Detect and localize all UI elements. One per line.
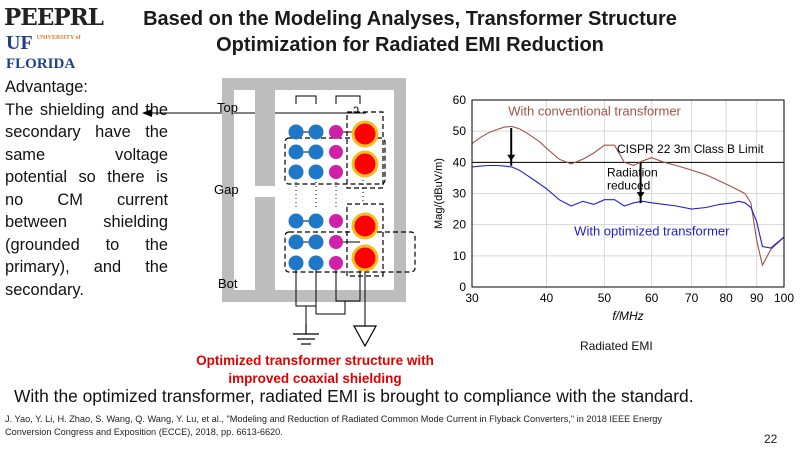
diagram-caption-line2: improved coaxial shielding bbox=[228, 371, 402, 386]
peeprl-logo: PEEPRL bbox=[4, 4, 104, 31]
core-gap bbox=[255, 186, 275, 197]
x-tick-90: 90 bbox=[750, 291, 764, 305]
x-tick-30: 30 bbox=[465, 291, 479, 305]
arrow-right-head bbox=[636, 192, 645, 199]
annotation-reduced-line2: reduced bbox=[607, 178, 650, 192]
chart-series bbox=[471, 125, 785, 267]
slide-title: Based on the Modeling Analyses, Transfor… bbox=[110, 6, 710, 58]
uf-logo-university: UNIVERSITY of bbox=[36, 35, 81, 41]
chart-xlabel: f/MHz bbox=[612, 309, 643, 323]
x-tick-40: 40 bbox=[540, 291, 554, 305]
winding-dots bbox=[295, 174, 364, 208]
chart-caption: Radiated EMI bbox=[580, 339, 653, 353]
chart-tick-labels: 30 40 50 60 70 80 90 100 0 10 20 30 40 50 60 bbox=[453, 93, 795, 305]
y-tick-10: 10 bbox=[453, 249, 467, 263]
label-top: Top bbox=[217, 100, 238, 115]
ground-symbol bbox=[293, 324, 319, 345]
uf-logo-mark: UF bbox=[6, 32, 33, 54]
slide-title-line2: Optimization for Radiated EMI Reduction bbox=[216, 34, 604, 56]
shield-conductors bbox=[329, 125, 343, 270]
uf-logo: UF UNIVERSITY of FLORIDA bbox=[6, 32, 81, 73]
advantage-heading: Advantage: bbox=[5, 78, 88, 96]
diagram-caption-line1: Optimized transformer structure with bbox=[196, 353, 434, 368]
uf-logo-florida: FLORIDA bbox=[6, 56, 76, 72]
chart-ylabel: Mag/(dBuV/m) bbox=[433, 158, 445, 229]
secondary-conductors bbox=[351, 120, 379, 272]
reference-citation: J. Yao, Y. Li, H. Zhao, S. Wang, Q. Wang… bbox=[5, 413, 765, 439]
advantage-body: The shielding and the secondary have the… bbox=[5, 100, 168, 299]
secondary-ground-symbol bbox=[352, 325, 378, 348]
label-gap: Gap bbox=[214, 182, 239, 197]
emi-chart: 30 40 50 60 70 80 90 100 0 10 20 30 40 50 60 Mag/(dBuV… bbox=[433, 93, 795, 323]
reference-line2: Conversion Congress and Exposition (ECCE… bbox=[5, 427, 283, 437]
reduction-arrows bbox=[507, 128, 645, 204]
annotation-reduced-line1: Radiation bbox=[607, 165, 658, 179]
primary-conductors bbox=[288, 124, 324, 271]
conclusion-text: With the optimized transformer, radiated… bbox=[14, 386, 694, 406]
page-number: 22 bbox=[764, 432, 778, 446]
x-tick-80: 80 bbox=[719, 291, 733, 305]
y-tick-60: 60 bbox=[453, 93, 467, 107]
shield-mark: ↄ bbox=[353, 102, 359, 116]
chart-frame bbox=[471, 99, 785, 288]
pointer-arrow-head bbox=[142, 109, 152, 117]
y-tick-20: 20 bbox=[453, 218, 467, 232]
slide-title-line1: Based on the Modeling Analyses, Transfor… bbox=[143, 8, 677, 30]
diagram-caption: Optimized transformer structure with imp… bbox=[180, 352, 450, 388]
annotation-optimized: With optimized transformer bbox=[574, 224, 730, 239]
x-tick-100: 100 bbox=[774, 291, 794, 305]
y-tick-30: 30 bbox=[453, 187, 467, 201]
series-optimized bbox=[471, 164, 785, 249]
transformer-diagram: Top Gap Bot bbox=[142, 78, 416, 348]
x-tick-70: 70 bbox=[685, 291, 699, 305]
y-tick-0: 0 bbox=[459, 280, 466, 294]
series-conventional bbox=[471, 125, 785, 267]
shield-boundaries bbox=[284, 111, 416, 277]
x-tick-50: 50 bbox=[598, 291, 612, 305]
arrow-left-head bbox=[507, 154, 516, 161]
x-tick-60: 60 bbox=[645, 291, 659, 305]
y-tick-50: 50 bbox=[453, 124, 467, 138]
reference-line1: J. Yao, Y. Li, H. Zhao, S. Wang, Q. Wang… bbox=[5, 414, 662, 424]
label-bot: Bot bbox=[218, 276, 238, 291]
annotation-conventional: With conventional transformer bbox=[508, 104, 681, 119]
advantage-text: Advantage: The shielding and the seconda… bbox=[5, 76, 168, 301]
y-tick-40: 40 bbox=[453, 155, 467, 169]
annotation-limit: CISPR 22 3m Class B Limit bbox=[617, 142, 764, 156]
